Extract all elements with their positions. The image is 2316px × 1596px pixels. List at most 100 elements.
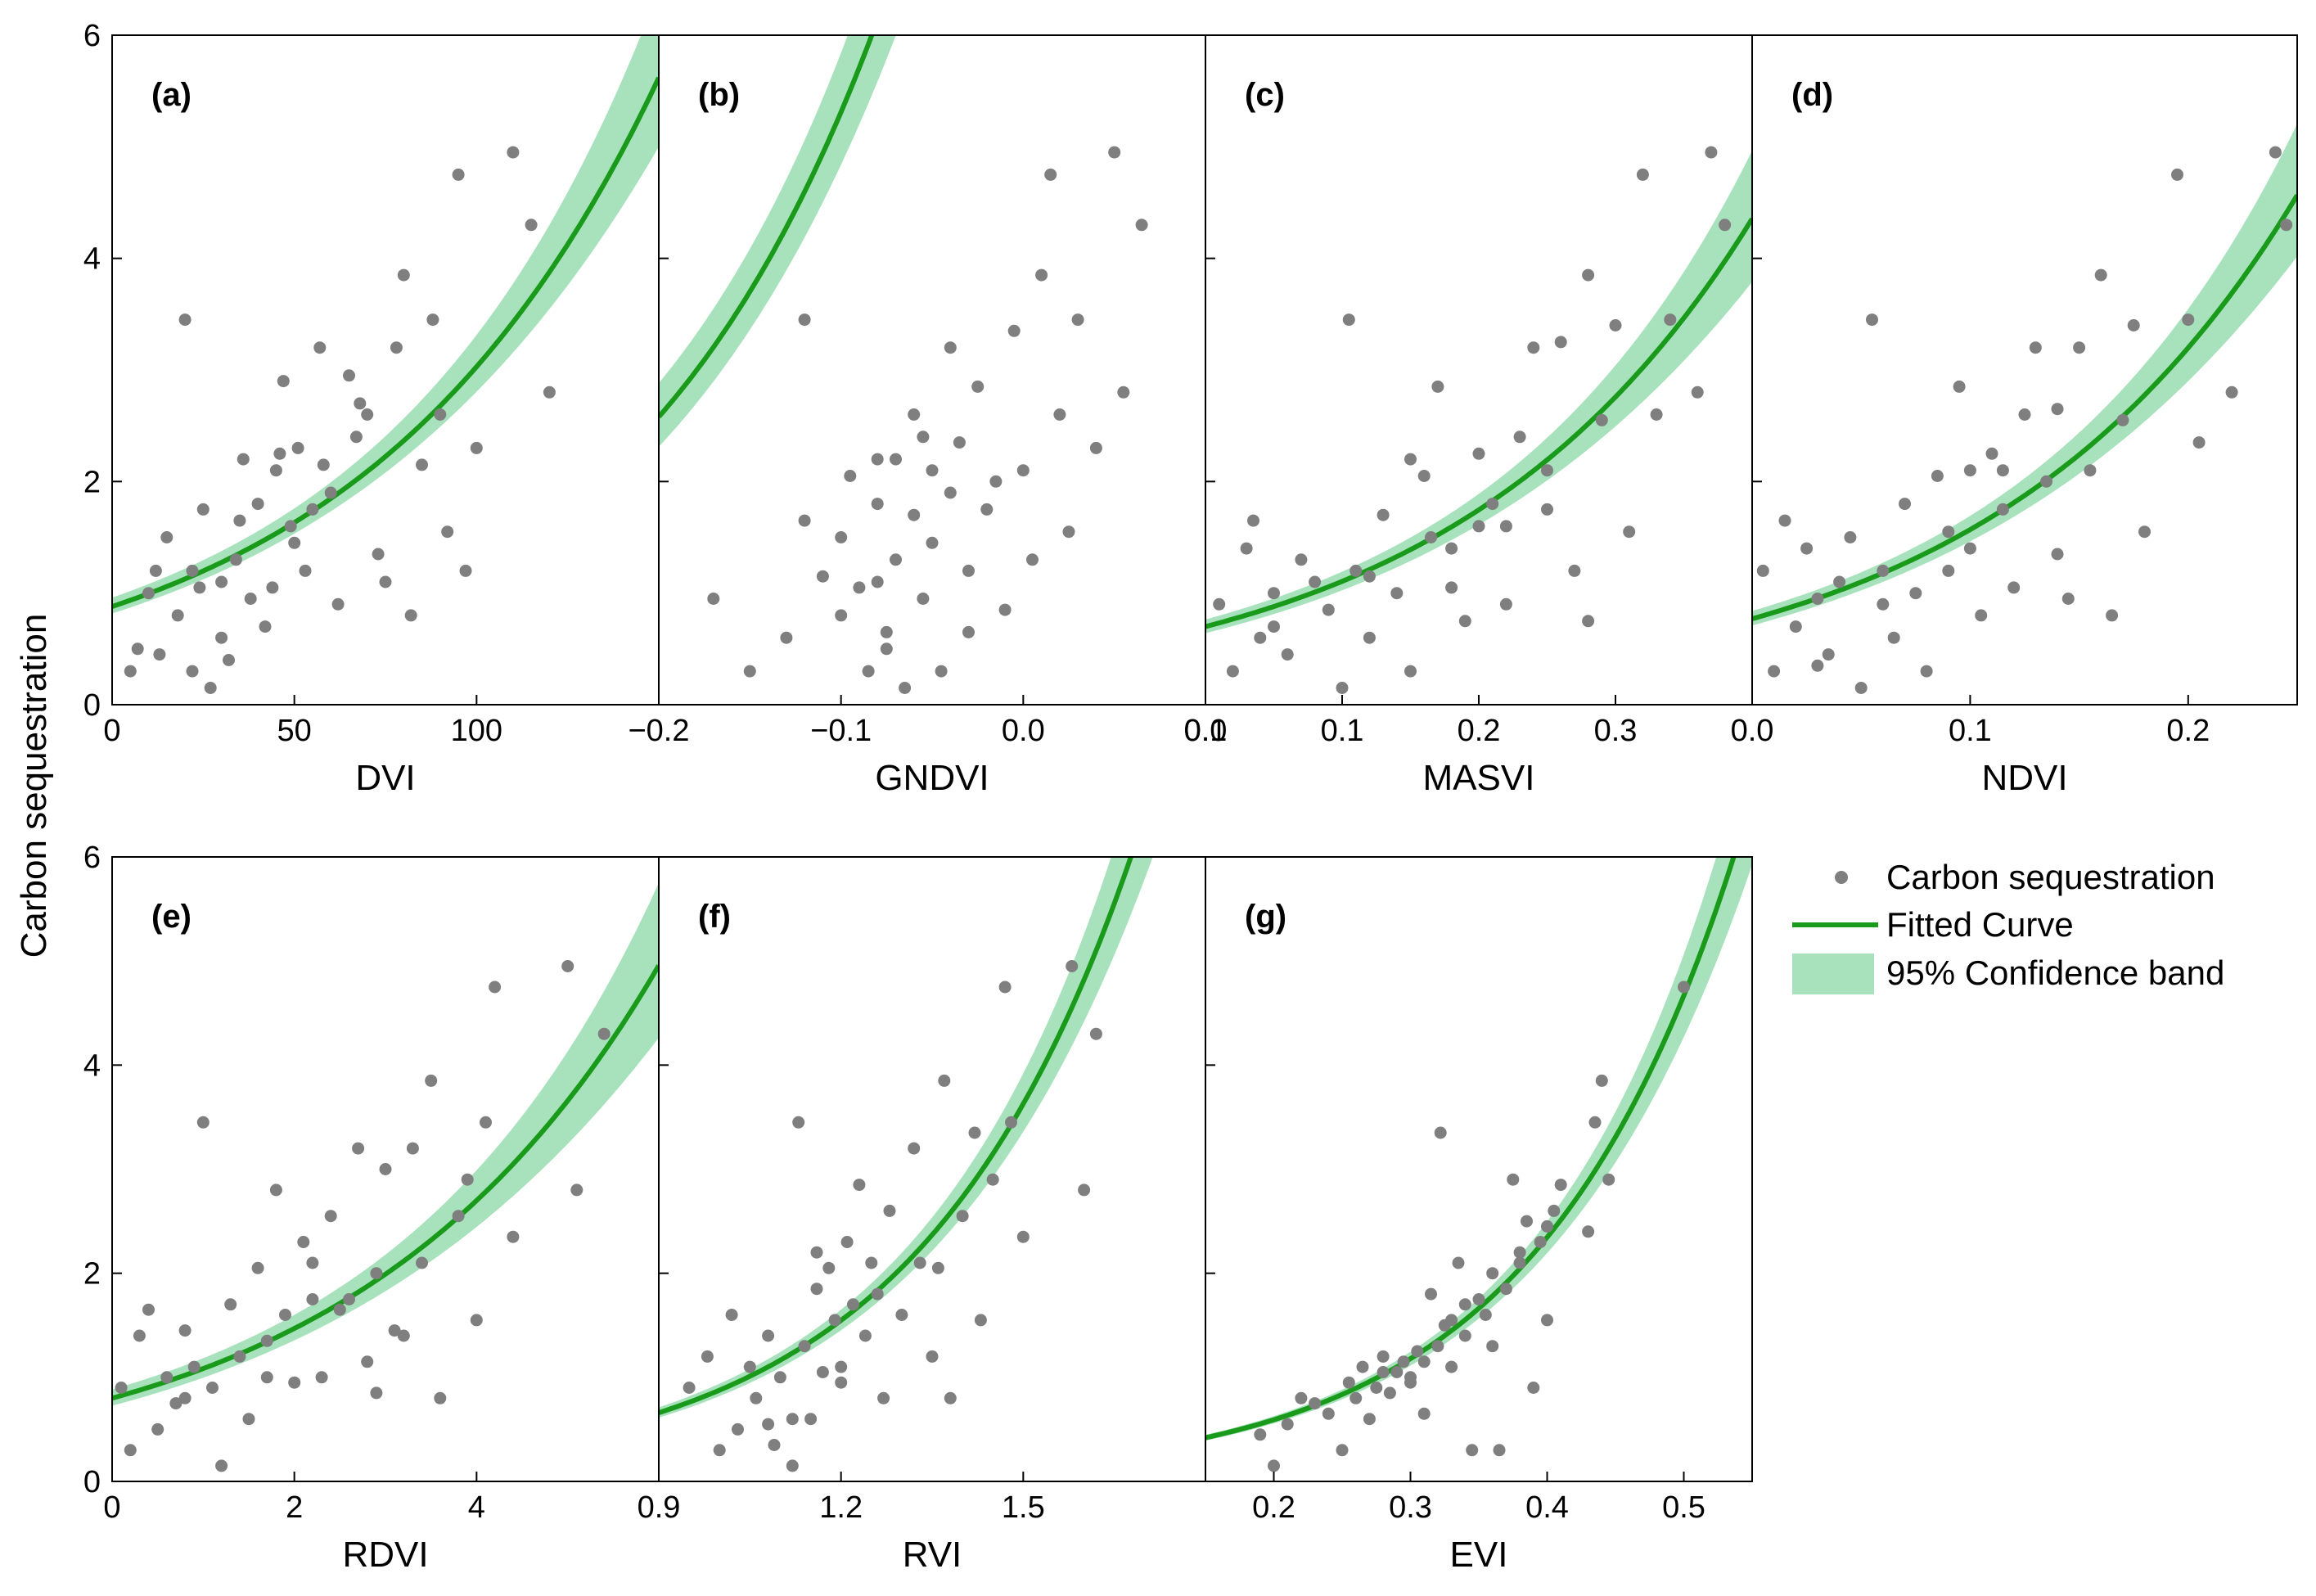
panel-e-x-axis-title: RDVI [342,1535,428,1575]
panel-b-data-point [1089,441,1102,454]
panel-a-x-tick-label: 0 [103,714,120,748]
panel-b-data-point [1071,313,1084,327]
panel-d-data-point [1887,631,1900,644]
panel-e-data-point [425,1074,438,1087]
panel-d-data-point [2269,146,2282,159]
panel-d-data-point [1963,464,1976,477]
panel-e-y-tick-label: 0 [83,1465,101,1499]
panel-d-data-point [2073,341,2086,354]
panel-a-data-point [299,564,312,577]
panel-d-data-point [1942,525,1955,539]
panel-g-data-point [1678,981,1690,994]
panel-d-x-tick-label: 0.2 [2166,714,2210,748]
panel-a-data-point [237,453,250,466]
panel-a-data-point [269,464,282,477]
panel-d-plot-area [1752,124,2297,694]
panel-c-data-point [1472,520,1485,533]
panel-a-x-tick-label: 50 [277,714,312,748]
panel-e-data-point [251,1261,264,1274]
panel-f-data-point [944,1391,957,1404]
panel-a-data-point [229,553,242,566]
panel-c-data-point [1281,648,1294,661]
panel-g-data-point [1363,1413,1376,1426]
panel-a-data-point [416,458,428,471]
panel-e-data-point [306,1256,319,1269]
panel-d-data-point [2106,609,2119,622]
panel-a-data-point [142,587,155,600]
panel-g-data-point [1370,1382,1383,1394]
panel-e-label: (e) [151,899,191,935]
panel-a-data-point [313,341,327,354]
panel-b-data-point [1026,553,1039,566]
panel-a-data-point [204,682,217,694]
panel-e-data-point [461,1173,474,1186]
panel-g-data-point [1452,1256,1465,1269]
panel-b-data-point [944,486,957,499]
panel-g-data-point [1281,1418,1294,1431]
panel-g-data-point [1534,1236,1547,1248]
panel-d-data-point [1822,648,1835,661]
panel-g-data-point [1383,1386,1396,1400]
panel-c-data-point [1240,542,1253,555]
panel-b-data-point [917,593,930,605]
panel-b-data-point [998,603,1012,616]
panel-e-data-point [288,1376,301,1389]
panel-g-data-point [1588,1116,1602,1129]
panel-f-data-point [762,1418,775,1431]
panel-e-y-tick-label: 4 [83,1048,101,1083]
panel-d-data-point [1811,593,1824,605]
panel-e-data-point [315,1371,328,1384]
panel-b-data-point [944,341,957,354]
panel-d-data-point [2084,464,2097,477]
panel-a-data-point [343,369,355,382]
panel-f-data-point [877,1391,890,1404]
panel-d-data-point [1996,464,2009,477]
panel-a-data-point [349,431,363,444]
panel-e-data-point [306,1293,319,1305]
panel-a-data-point [291,441,304,454]
panel-c-data-point [1226,665,1239,678]
panel-f-data-point [725,1309,738,1321]
panel-b-data-point [1062,525,1075,539]
panel-c-data-point [1417,470,1431,482]
panel-e-data-point [206,1382,219,1394]
panel-f-x-tick-label: 0.9 [638,1490,681,1525]
panel-e-data-point [416,1256,428,1269]
panel-a-data-point [186,564,199,577]
panel-a-data-point [284,520,297,533]
panel-a-data-point [223,654,235,666]
panel-c-fitted-curve [1205,217,1752,629]
panel-g-data-point [1521,1215,1533,1228]
panel-c-data-point [1472,447,1485,460]
panel-f-data-point [938,1074,951,1087]
panel-g-data-point [1486,1267,1499,1280]
panel-a-data-point [215,575,228,588]
panel-b-data-point [1035,268,1048,282]
legend-band-label: 95% Confidence band [1886,954,2224,992]
panel-c-data-point [1425,531,1437,543]
panel-d-data-point [1811,659,1824,672]
panel-e-data-point [151,1422,164,1436]
panel-b-data-point [835,531,848,543]
panel-f-data-point [750,1391,763,1404]
panel-f-data-point [786,1413,799,1426]
panel-e-data-point [370,1386,383,1400]
panel-c-data-point [1431,380,1444,393]
panel-b-data-point [890,553,902,566]
panel-c-data-point [1582,615,1595,628]
panel-g-data-point [1466,1444,1479,1457]
panel-e-data-point [570,1183,584,1197]
panel-c-data-point [1650,408,1663,421]
panel-b-data-point [853,581,866,594]
panel-d-x-tick-label: 0.0 [1731,714,1774,748]
panel-c-data-point [1541,503,1553,516]
panel-c-data-point [1623,525,1636,539]
panel-a-data-point [452,168,465,181]
panel-b-label: (b) [698,77,740,113]
panel-b-x-axis-title: GNDVI [875,758,989,798]
panel-b-data-point [1053,408,1066,421]
panel-a-data-point [131,642,144,656]
panel-b-data-point [926,536,939,549]
panel-g-data-point [1541,1220,1553,1233]
